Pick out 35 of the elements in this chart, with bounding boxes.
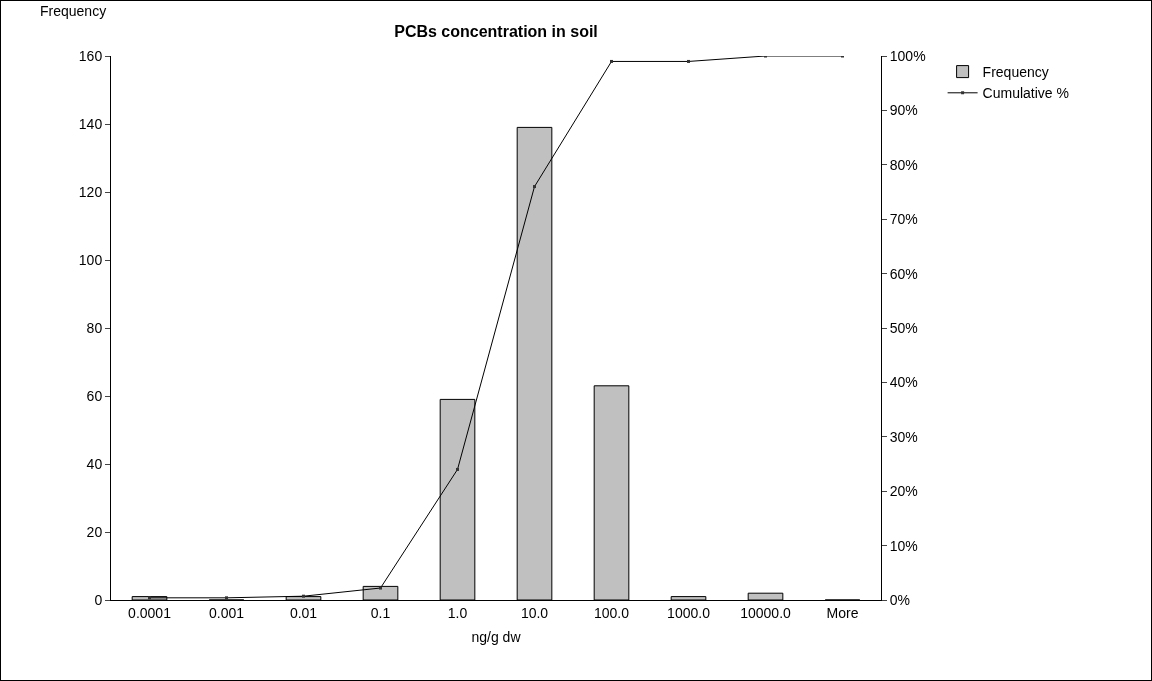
x-tick-label: 10000.0 — [740, 604, 792, 621]
y2-tick-label: 90% — [889, 102, 918, 119]
x-tick-label: 1.0 — [447, 604, 468, 621]
x-tick-label: 0.1 — [370, 604, 391, 621]
y-tick-label: 80 — [86, 319, 103, 336]
y2-tick-label: 100% — [889, 47, 926, 64]
y-tick-label: 100 — [78, 251, 103, 268]
y-axis-title: Frequency — [40, 3, 107, 19]
y-tick-label: 0 — [94, 591, 103, 608]
y2-tick-label: 10% — [889, 537, 918, 554]
y2-tick-label: 50% — [889, 319, 918, 336]
y2-tick-label: 0% — [889, 591, 911, 608]
legend-label: Cumulative % — [982, 85, 1069, 102]
legend-label: Frequency — [982, 64, 1049, 81]
x-tick-label: 0.0001 — [128, 604, 172, 621]
x-tick-label: 10.0 — [520, 604, 549, 621]
y-tick-label: 160 — [78, 47, 103, 64]
y-tick-label: 120 — [78, 183, 103, 200]
x-axis-title: ng/g dw — [471, 629, 522, 646]
y2-tick-label: 20% — [889, 483, 918, 500]
y2-tick-label: 80% — [889, 156, 918, 173]
y2-tick-label: 60% — [889, 265, 918, 282]
chart-title: PCBs concentration in soil — [394, 23, 598, 41]
y-tick-label: 20 — [86, 523, 103, 540]
y2-tick-label: 40% — [889, 374, 918, 391]
y-tick-label: 140 — [78, 115, 103, 132]
x-tick-label: More — [826, 604, 859, 621]
y-tick-label: 40 — [86, 455, 103, 472]
y2-tick-label: 70% — [889, 211, 918, 228]
y2-tick-label: 30% — [889, 428, 918, 445]
x-tick-label: 1000.0 — [667, 604, 711, 621]
x-tick-label: 0.001 — [208, 604, 245, 621]
x-tick-label: 100.0 — [593, 604, 630, 621]
y-tick-label: 60 — [86, 387, 103, 404]
x-tick-label: 0.01 — [289, 604, 318, 621]
